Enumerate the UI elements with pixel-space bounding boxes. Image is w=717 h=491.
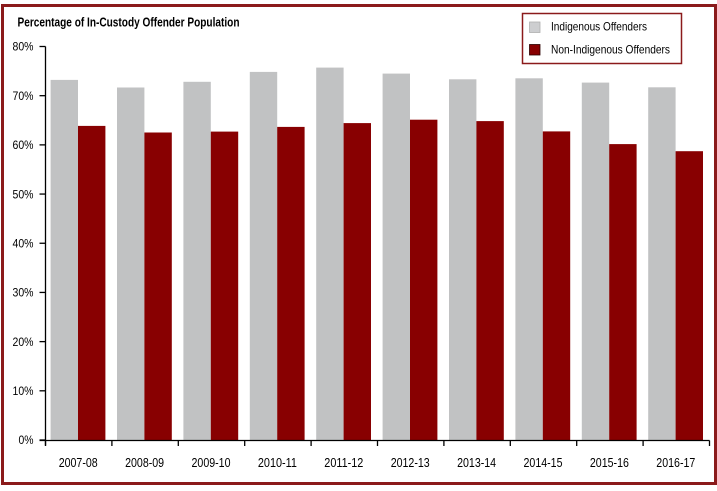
svg-text:70%: 70%: [13, 91, 34, 103]
svg-text:2007-08: 2007-08: [59, 456, 98, 470]
svg-text:2016-17: 2016-17: [656, 456, 695, 470]
svg-text:Non-Indigenous Offenders: Non-Indigenous Offenders: [551, 43, 670, 57]
svg-text:2009-10: 2009-10: [192, 456, 231, 470]
svg-text:2012-13: 2012-13: [391, 456, 430, 470]
svg-text:2015-16: 2015-16: [590, 456, 629, 470]
svg-text:40%: 40%: [13, 238, 34, 250]
svg-text:50%: 50%: [13, 189, 34, 201]
svg-text:2014-15: 2014-15: [524, 456, 563, 470]
svg-text:20%: 20%: [13, 337, 34, 349]
svg-text:2013-14: 2013-14: [457, 456, 496, 470]
svg-text:30%: 30%: [13, 288, 34, 300]
svg-text:2010-11: 2010-11: [258, 456, 297, 470]
svg-text:2011-12: 2011-12: [324, 456, 363, 470]
svg-text:Indigenous Offenders: Indigenous Offenders: [551, 20, 647, 34]
svg-text:10%: 10%: [13, 386, 34, 398]
svg-text:80%: 80%: [13, 42, 34, 54]
svg-text:60%: 60%: [13, 140, 34, 152]
svg-text:0%: 0%: [19, 435, 34, 447]
svg-text:Percentage of In-Custody Offen: Percentage of In-Custody Offender Popula…: [18, 15, 240, 30]
svg-text:2008-09: 2008-09: [125, 456, 164, 470]
